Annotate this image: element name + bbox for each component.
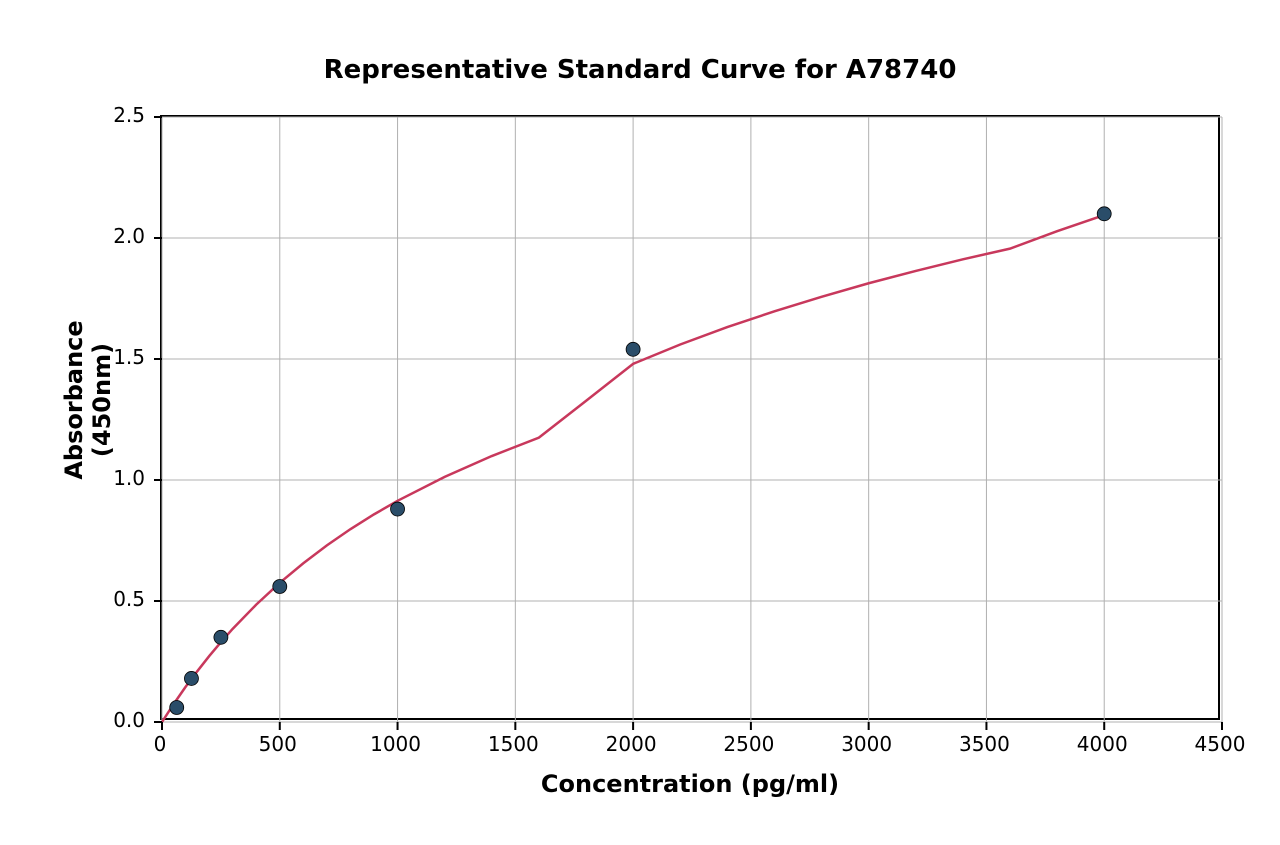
- x-axis-label: Concentration (pg/ml): [160, 770, 1220, 798]
- x-tick-label: 2000: [591, 732, 671, 756]
- chart-title: Representative Standard Curve for A78740: [0, 55, 1280, 85]
- x-tick-label: 4000: [1062, 732, 1142, 756]
- scatter-point: [184, 671, 198, 685]
- scatter-point: [214, 630, 228, 644]
- scatter-points: [170, 207, 1111, 715]
- chart-container: Representative Standard Curve for A78740…: [0, 0, 1280, 845]
- x-tick-label: 3000: [827, 732, 907, 756]
- y-gridlines: [162, 117, 1222, 722]
- x-tick-label: 1000: [356, 732, 436, 756]
- y-tick-label: 2.0: [100, 224, 145, 248]
- x-tick-label: 0: [120, 732, 200, 756]
- plot-svg: [162, 117, 1222, 722]
- x-tick-label: 500: [238, 732, 318, 756]
- y-axis-label: Absorbance (450nm): [60, 260, 116, 540]
- x-tick-label: 3500: [944, 732, 1024, 756]
- plot-area: [160, 115, 1220, 720]
- y-ticks: [154, 117, 162, 722]
- x-tick-label: 2500: [709, 732, 789, 756]
- x-tick-label: 1500: [473, 732, 553, 756]
- x-gridlines: [162, 117, 1222, 722]
- y-tick-label: 0.0: [100, 708, 145, 732]
- x-tick-label: 4500: [1180, 732, 1260, 756]
- x-ticks: [162, 722, 1222, 730]
- scatter-point: [391, 502, 405, 516]
- y-tick-label: 2.5: [100, 103, 145, 127]
- scatter-point: [626, 342, 640, 356]
- y-tick-label: 0.5: [100, 587, 145, 611]
- scatter-point: [1097, 207, 1111, 221]
- scatter-point: [170, 700, 184, 714]
- scatter-point: [273, 579, 287, 593]
